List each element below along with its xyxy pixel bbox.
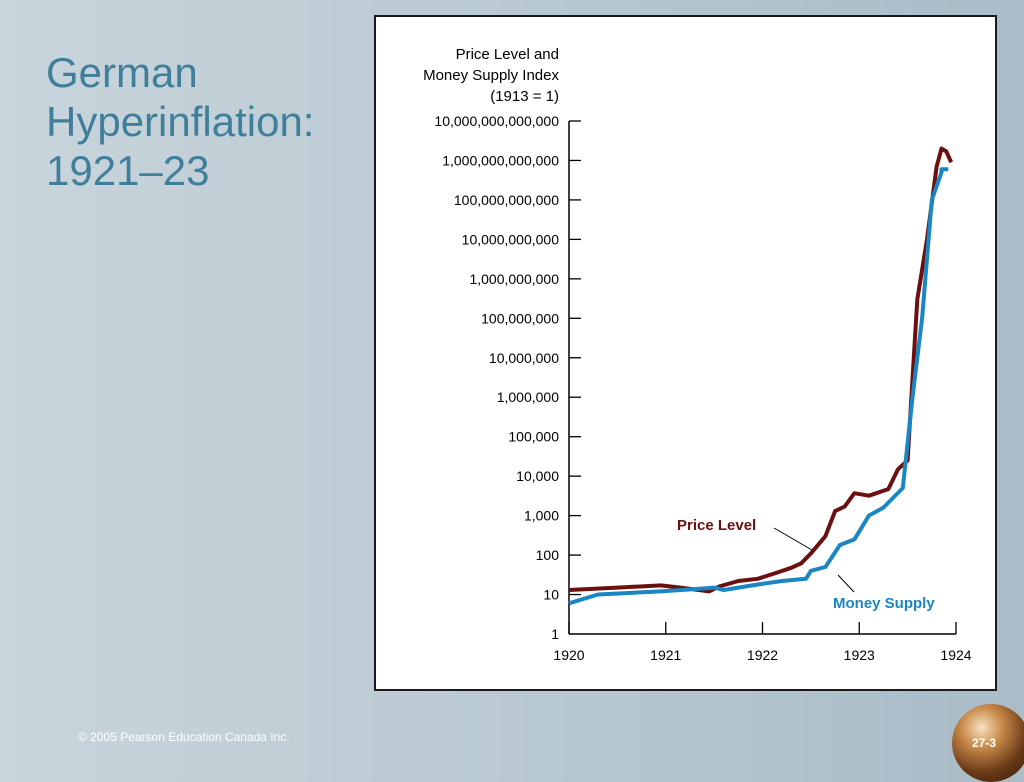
x-tick-label: 1921 (650, 647, 681, 663)
x-tick-label: 1922 (747, 647, 778, 663)
y-tick-label: 10,000 (516, 468, 559, 484)
x-tick-label: 1923 (844, 647, 875, 663)
y-axis-title-line: (1913 = 1) (490, 88, 559, 105)
x-tick-label: 1920 (553, 647, 584, 663)
slide-title: German Hyperinflation: 1921–23 (46, 48, 366, 195)
y-tick-label: 1,000,000,000,000 (442, 152, 559, 168)
axes (568, 121, 956, 635)
y-tick-label: 10,000,000,000,000 (434, 113, 559, 129)
price-level-label: Price Level (677, 517, 756, 534)
y-tick-label: 1,000,000 (497, 389, 559, 405)
hyperinflation-chart: Price Level and Money Supply Index (1913 =… (423, 46, 972, 663)
slide-number: 27-3 (972, 736, 997, 750)
data-series (568, 146, 954, 606)
x-tick-label: 1924 (940, 647, 971, 663)
y-axis-ticks: 1 10 100 1,000 10,000 100,000 1,000,000 10,000,… (434, 113, 581, 642)
copyright-footer: © 2005 Pearson Education Canada Inc. (78, 730, 290, 744)
y-tick-label: 10,000,000,000 (462, 231, 560, 247)
annotations: Price Level Money Supply (677, 517, 935, 612)
x-axis-ticks: 1920 1921 1922 1923 1924 (553, 622, 972, 663)
y-tick-label: 10,000,000 (489, 350, 559, 366)
money-supply-leader (837, 574, 855, 593)
y-tick-label: 1,000,000,000 (469, 271, 559, 287)
series-line-price-level (568, 146, 954, 594)
y-tick-label: 10 (543, 587, 559, 603)
chart-frame: Price Level and Money Supply Index (1913 =… (374, 15, 997, 691)
y-tick-label: 100,000 (508, 429, 559, 445)
y-tick-label: 1 (551, 626, 559, 642)
y-axis-title: Price Level and Money Supply Index (1913 =… (423, 46, 559, 105)
y-tick-label: 100,000,000,000 (454, 192, 559, 208)
y-axis-title-line: Price Level and (456, 46, 559, 63)
price-level-leader (773, 527, 813, 551)
y-axis-title-line: Money Supply Index (423, 67, 559, 84)
y-tick-label: 100 (536, 547, 560, 563)
title-line-1: German (46, 49, 198, 96)
title-line-2: Hyperinflation: (46, 98, 315, 145)
series-line-money-supply (568, 167, 949, 606)
y-tick-label: 1,000 (524, 508, 559, 524)
money-supply-label: Money Supply (833, 595, 935, 612)
y-tick-label: 100,000,000 (481, 310, 559, 326)
title-line-3: 1921–23 (46, 147, 210, 194)
